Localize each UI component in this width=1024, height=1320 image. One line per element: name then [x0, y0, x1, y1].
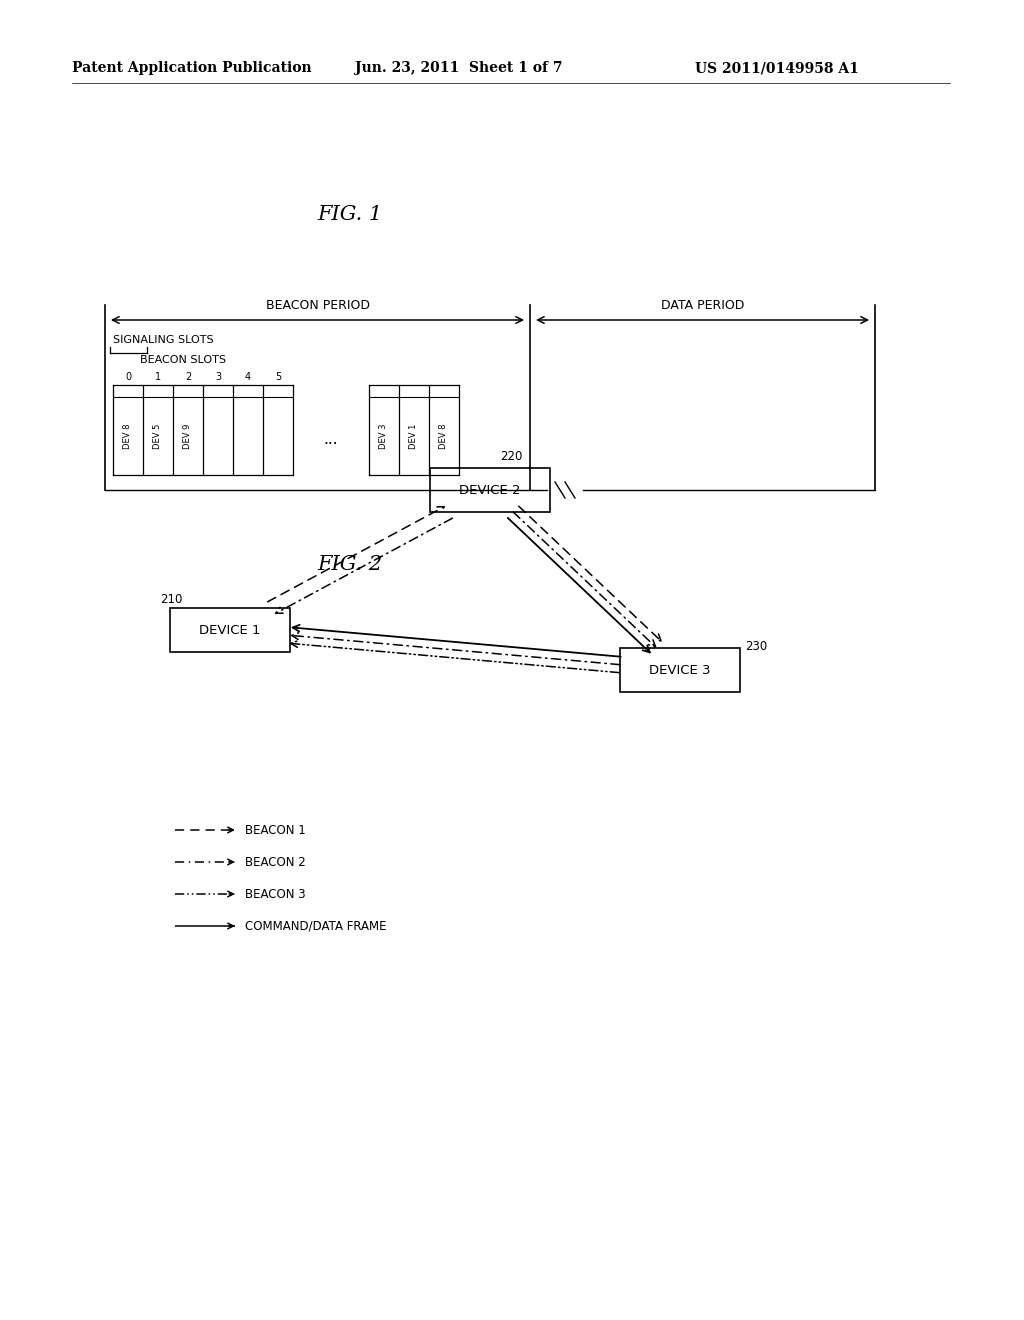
- Text: US 2011/0149958 A1: US 2011/0149958 A1: [695, 61, 859, 75]
- Text: DEVICE 2: DEVICE 2: [459, 483, 521, 496]
- Text: BEACON 2: BEACON 2: [245, 855, 306, 869]
- Text: ...: ...: [324, 433, 338, 447]
- Text: BEACON PERIOD: BEACON PERIOD: [265, 300, 370, 312]
- Text: DEV 1: DEV 1: [410, 424, 419, 449]
- Text: DEV 9: DEV 9: [183, 424, 193, 449]
- Text: COMMAND/DATA FRAME: COMMAND/DATA FRAME: [245, 920, 386, 932]
- Text: FIG. 2: FIG. 2: [317, 556, 383, 574]
- Text: 3: 3: [215, 372, 221, 381]
- Text: 5: 5: [274, 372, 282, 381]
- Text: BEACON 1: BEACON 1: [245, 824, 306, 837]
- Text: 220: 220: [500, 450, 522, 463]
- Text: DEVICE 1: DEVICE 1: [200, 623, 261, 636]
- Text: DEVICE 3: DEVICE 3: [649, 664, 711, 676]
- Text: DEV 8: DEV 8: [124, 424, 132, 449]
- Text: DEV 5: DEV 5: [154, 424, 163, 449]
- Bar: [430, 469, 550, 512]
- Text: DEV 3: DEV 3: [380, 424, 388, 449]
- Text: BEACON SLOTS: BEACON SLOTS: [140, 355, 226, 366]
- Text: FIG. 1: FIG. 1: [317, 206, 383, 224]
- Text: 230: 230: [745, 640, 767, 653]
- Text: 4: 4: [245, 372, 251, 381]
- Text: Jun. 23, 2011  Sheet 1 of 7: Jun. 23, 2011 Sheet 1 of 7: [355, 61, 562, 75]
- Text: 0: 0: [125, 372, 131, 381]
- Text: BEACON 3: BEACON 3: [245, 887, 305, 900]
- Text: DEV 8: DEV 8: [439, 424, 449, 449]
- Text: SIGNALING SLOTS: SIGNALING SLOTS: [113, 335, 214, 345]
- Text: 210: 210: [160, 593, 182, 606]
- Text: DATA PERIOD: DATA PERIOD: [660, 300, 744, 312]
- Text: 2: 2: [185, 372, 191, 381]
- Bar: [620, 648, 740, 692]
- Text: 1: 1: [155, 372, 161, 381]
- Text: Patent Application Publication: Patent Application Publication: [72, 61, 311, 75]
- Bar: [170, 609, 290, 652]
